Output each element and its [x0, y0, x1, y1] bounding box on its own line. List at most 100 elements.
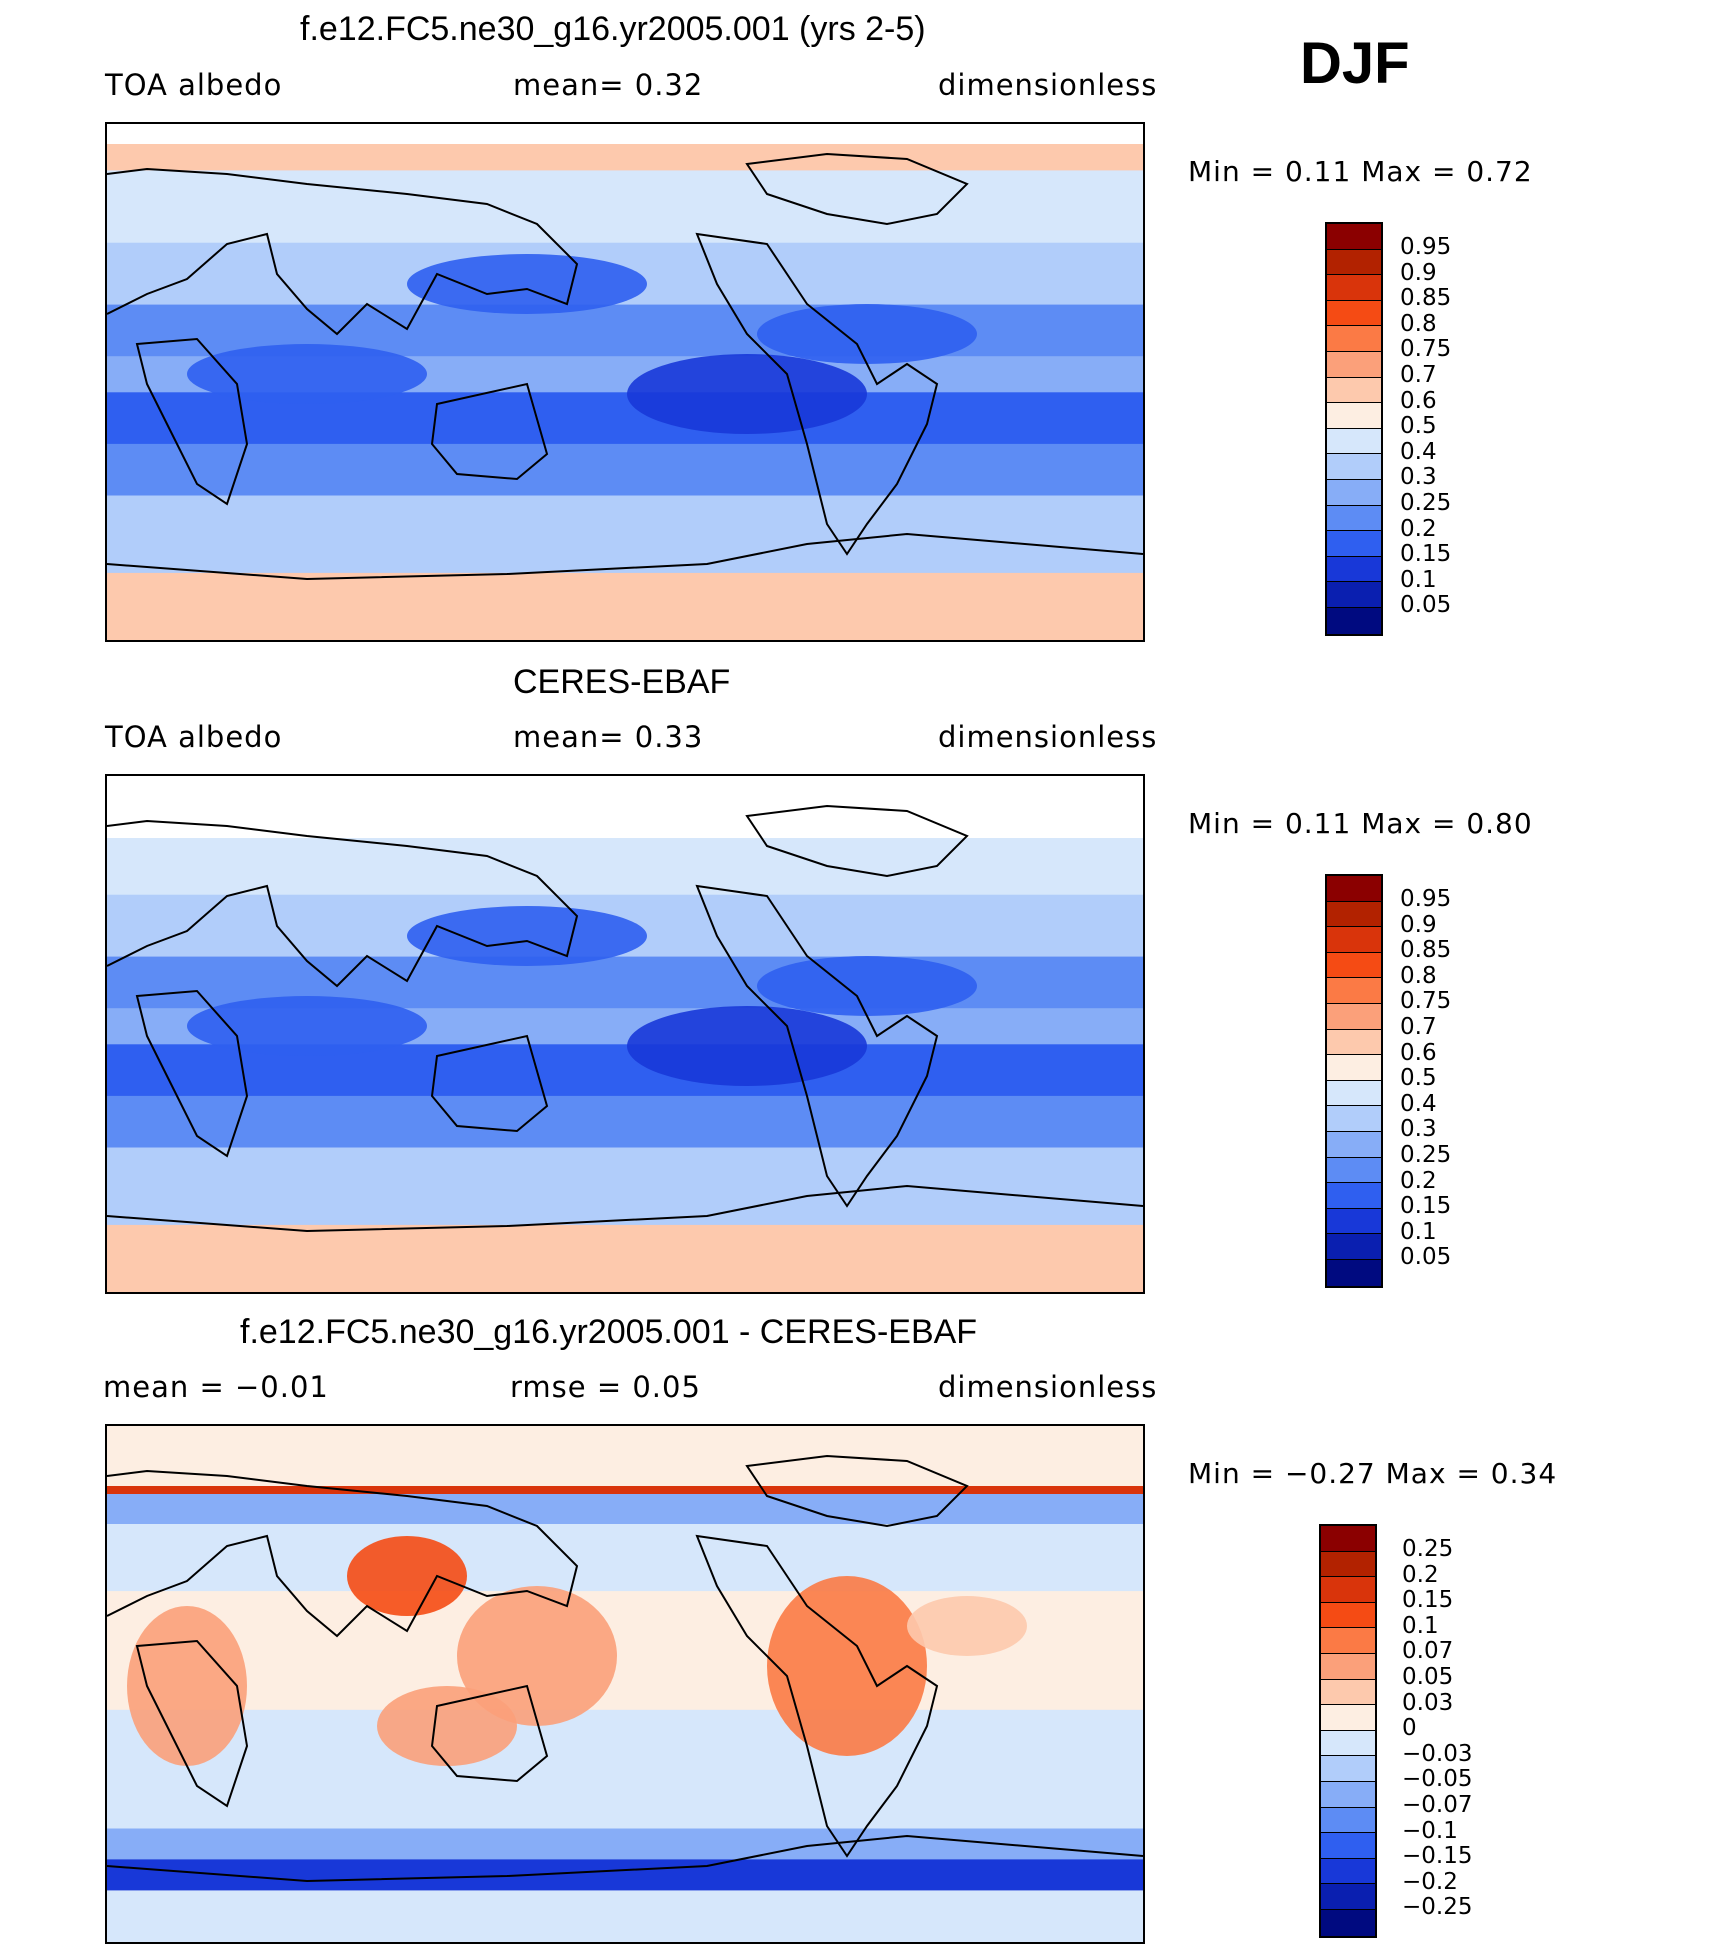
colorbar-box	[1321, 1679, 1375, 1706]
colorbar-tick-label: 0.05	[1400, 1244, 1452, 1271]
colorbar-box	[1327, 927, 1381, 953]
panel-title-diff: f.e12.FC5.ne30_g16.yr2005.001 - CERES-EB…	[240, 1313, 978, 1351]
field-band	[107, 495, 1143, 574]
field-band	[107, 1859, 1143, 1892]
map-model	[105, 122, 1145, 642]
colorbar-box	[1327, 403, 1381, 429]
colorbar-tick-label: 0	[1402, 1715, 1417, 1742]
coastline	[135, 1639, 249, 1808]
colorbar-box	[1321, 1909, 1375, 1936]
colorbar-box	[1327, 454, 1381, 480]
coastline	[695, 884, 939, 1208]
colorbar-box	[1321, 1781, 1375, 1808]
colorbar-tick-label: 0.15	[1400, 1193, 1452, 1220]
colorbar-tick-label: 0.5	[1400, 1065, 1437, 1092]
field-band	[107, 1890, 1143, 1942]
colorbar-tick-label: 0.07	[1402, 1638, 1454, 1665]
colorbar-tick-label: 0.25	[1400, 489, 1452, 516]
low-albedo-patch	[757, 956, 977, 1016]
coastline	[430, 1034, 549, 1133]
colorbar-tick-label: 0.3	[1400, 1116, 1437, 1143]
colorbar-tick-label: 0.85	[1400, 937, 1452, 964]
colorbar-box	[1327, 1080, 1381, 1107]
coastline	[107, 167, 579, 336]
colorbar-tick-label: −0.05	[1402, 1766, 1473, 1793]
colorbar-box	[1327, 531, 1381, 557]
panel-mean-label-diff: mean = −0.01	[103, 1370, 329, 1404]
anomaly-patch	[347, 1536, 467, 1616]
colorbar-tick-label: 0.95	[1400, 886, 1452, 912]
colorbar-tick-label: −0.2	[1402, 1868, 1458, 1895]
colorbar-box	[1327, 556, 1381, 583]
anomaly-patch	[377, 1686, 517, 1766]
colorbar-tick-label: 0.03	[1402, 1689, 1454, 1716]
field-band	[107, 1224, 1143, 1292]
colorbar-tick-label: 0.85	[1400, 285, 1452, 312]
colorbar-labels-diff: 0.25 0.2 0.15 0.1 0.07 0.05 0.03 0 −0.03 −0.05 −0.…	[1402, 1536, 1473, 1921]
colorbar-box	[1327, 1259, 1381, 1286]
season-label: DJF	[1300, 31, 1410, 96]
panel-units-label-model: dimensionless	[938, 68, 1158, 102]
colorbar-tick-label: 0.2	[1400, 515, 1437, 542]
coastline	[695, 232, 939, 556]
colorbar-box	[1321, 1705, 1375, 1731]
colorbar-box	[1327, 249, 1381, 276]
coastline	[107, 1184, 1143, 1233]
colorbar-box	[1321, 1628, 1375, 1654]
colorbar-obs	[1325, 874, 1383, 1288]
colorbar-box	[1321, 1730, 1375, 1757]
panel-left-label-model: TOA albedo	[105, 68, 283, 102]
colorbar-box	[1321, 1884, 1375, 1910]
low-albedo-patch	[407, 254, 647, 314]
colorbar-box	[1327, 1131, 1381, 1158]
colorbar-tick-label: 0.3	[1400, 464, 1437, 491]
colorbar-box	[1327, 1208, 1381, 1235]
colorbar-box	[1327, 952, 1381, 979]
coastline	[430, 382, 549, 481]
colorbar-tick-label: 0.75	[1400, 336, 1452, 363]
colorbar-box	[1327, 505, 1381, 532]
anomaly-patch	[907, 1596, 1027, 1656]
field-band	[107, 443, 1143, 497]
low-albedo-patch	[187, 996, 427, 1056]
colorbar-tick-label: 0.25	[1402, 1536, 1454, 1562]
colorbar-box	[1321, 1602, 1375, 1629]
colorbar-tick-label: 0.4	[1400, 438, 1437, 465]
colorbar-tick-label: 0.1	[1400, 1218, 1437, 1245]
colorbar-model	[1325, 222, 1383, 636]
panel-mean-label-model: mean= 0.32	[513, 68, 704, 102]
colorbar-tick-label: 0.05	[1402, 1663, 1454, 1690]
low-albedo-patch	[627, 354, 867, 434]
colorbar-tick-label: −0.15	[1402, 1843, 1473, 1870]
colorbar-labels-obs: 0.95 0.9 0.85 0.8 0.75 0.7 0.6 0.5 0.4 0.3 0.25 0.2…	[1400, 886, 1452, 1271]
colorbar-box	[1327, 582, 1381, 608]
colorbar-diff	[1319, 1524, 1377, 1938]
low-albedo-patch	[187, 344, 427, 404]
panel-left-label-obs: TOA albedo	[105, 720, 283, 754]
colorbar-tick-label: −0.1	[1402, 1817, 1458, 1844]
field-band	[107, 1426, 1143, 1489]
arctic-edge-band	[107, 1486, 1143, 1494]
colorbar-box	[1327, 224, 1381, 250]
colorbar-box	[1321, 1858, 1375, 1885]
colorbar-box	[1327, 377, 1381, 404]
field-band	[107, 572, 1143, 640]
panel-mean-label-obs: mean= 0.33	[513, 720, 704, 754]
coastline	[107, 1469, 579, 1638]
colorbar-box	[1321, 1577, 1375, 1603]
map-diff	[105, 1424, 1145, 1944]
coastline	[135, 989, 249, 1158]
anomaly-patch	[457, 1586, 617, 1726]
panel-units-label-diff: dimensionless	[938, 1370, 1158, 1404]
colorbar-box	[1327, 351, 1381, 378]
colorbar-tick-label: 0.4	[1400, 1090, 1437, 1117]
colorbar-box	[1327, 1183, 1381, 1209]
colorbar-tick-label: 0.15	[1402, 1587, 1454, 1614]
coastline	[107, 1834, 1143, 1883]
coastline	[107, 819, 579, 988]
colorbar-tick-label: 0.1	[1402, 1612, 1439, 1639]
colorbar-tick-label: 0.1	[1400, 566, 1437, 593]
colorbar-box	[1327, 1029, 1381, 1056]
colorbar-tick-label: 0.25	[1400, 1141, 1452, 1168]
colorbar-box	[1327, 326, 1381, 352]
